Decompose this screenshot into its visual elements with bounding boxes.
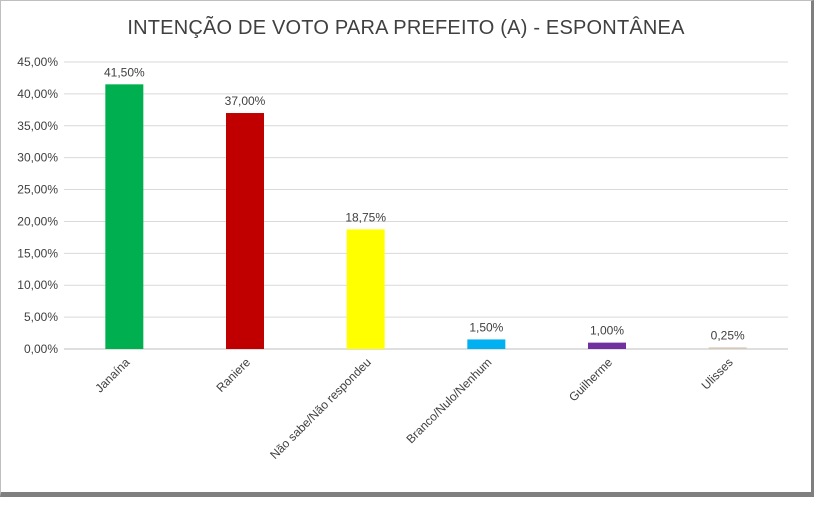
bar [708,347,747,349]
data-label: 37,00% [225,94,266,108]
bar [588,342,626,349]
y-tick-label: 35,00% [17,119,58,133]
category-label: Guilherme [566,355,615,404]
data-label: 41,50% [104,65,145,79]
y-tick-label: 5,00% [24,310,58,324]
data-label: 18,75% [345,210,386,224]
bar [467,339,506,349]
y-tick-label: 25,00% [17,183,58,197]
category-label: Janaína [92,355,132,395]
y-tick-label: 45,00% [17,55,58,69]
category-label: Branco/Nulo/Nenhum [403,355,494,446]
chart-title: INTENÇÃO DE VOTO PARA PREFEITO (A) - ESP… [127,17,685,39]
y-tick-label: 40,00% [17,87,58,101]
data-label: 0,25% [711,328,745,342]
y-tick-label: 15,00% [17,246,58,260]
category-label: Não sabe/Não respondeu [267,355,374,462]
y-tick-label: 20,00% [17,214,58,228]
data-label: 1,00% [590,324,624,338]
data-label: 1,50% [469,320,503,334]
bar [105,84,144,350]
bar [346,229,385,349]
y-tick-label: 10,00% [17,278,58,292]
y-tick-label: 30,00% [17,151,58,165]
category-label: Ulisses [699,355,736,392]
category-label: Raniere [214,355,254,395]
bar [226,113,264,350]
y-tick-label: 0,00% [24,342,58,356]
